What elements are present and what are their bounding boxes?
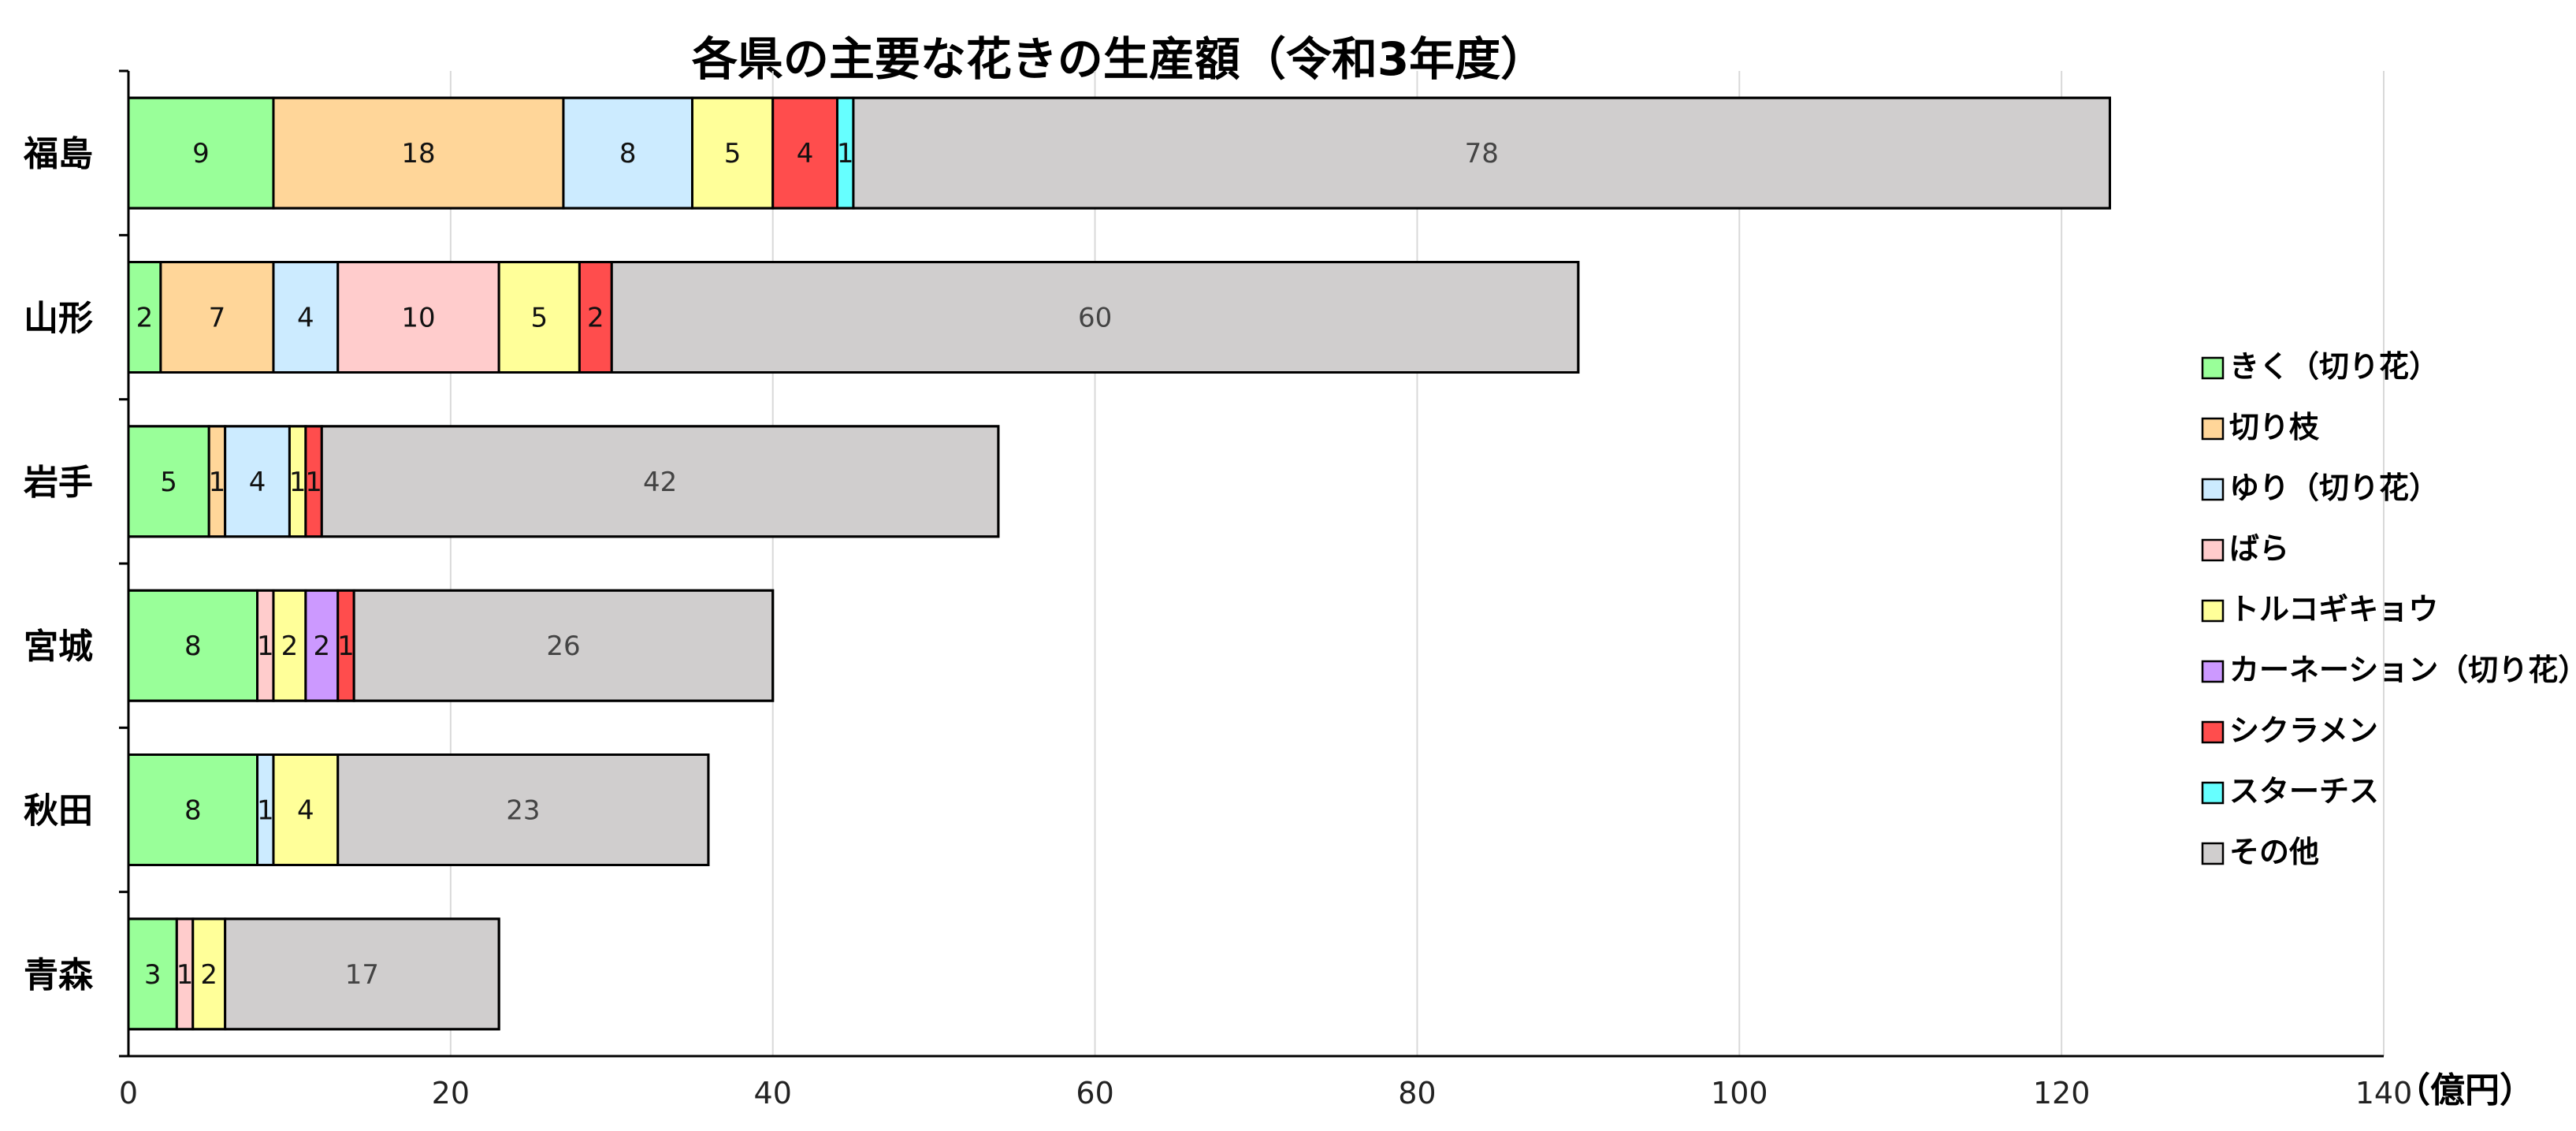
x-tick-label: 40 [754,1076,792,1111]
bar-data-label: 1 [305,467,322,498]
x-tick-label: 60 [1076,1076,1113,1111]
bar-data-label: 7 [209,303,226,334]
category-label: 宮城 [24,627,93,667]
legend-label: ゆり（切り花） [2229,471,2439,505]
bar-segment [852,96,2111,210]
x-tick-label: 140 [2355,1076,2413,1111]
legend-label: カーネーション（切り花） [2229,653,2576,687]
legend-label: シクラメン [2229,713,2378,748]
bar-data-label: 18 [401,138,435,169]
bar-segment [562,96,694,210]
legend-swatch [2201,781,2225,805]
category-label: 青森 [24,955,94,995]
legend-swatch [2201,417,2225,441]
x-tick-label: 0 [119,1076,138,1111]
bar-segment [320,425,1000,538]
bar-data-label: 5 [530,303,548,334]
bar-segment [352,589,775,702]
legend-label: トルコギキョウ [2229,592,2438,627]
bar-segment [224,425,291,538]
bar-data-label: 4 [297,795,314,827]
bar-data-label: 8 [184,631,202,662]
bar-data-label: 2 [313,631,330,662]
bar-data-label: 3 [144,959,162,991]
bar-data-label: 42 [643,467,677,498]
x-tick-label: 20 [432,1076,470,1111]
legend-swatch [2201,356,2225,380]
bar-segment [336,261,500,374]
legend-swatch [2201,599,2225,623]
x-axis-unit-label: （億円） [2396,1070,2534,1111]
category-label: 山形 [24,299,93,339]
bar-data-label: 2 [136,303,154,334]
bar-data-label: 1 [337,631,355,662]
bar-data-label: 9 [192,138,210,169]
x-tick-label: 100 [1711,1076,1768,1111]
bar-data-label: 2 [281,631,299,662]
x-tick-label: 80 [1398,1076,1436,1111]
bar-data-label: 4 [249,467,266,498]
bar-data-label: 1 [257,795,274,827]
bar-data-label: 17 [345,959,379,991]
x-tick-label: 120 [2033,1076,2091,1111]
bar-data-label: 4 [797,138,814,169]
bar-data-label: 5 [724,138,742,169]
bar-segment [127,753,259,866]
bar-data-label: 1 [837,138,854,169]
category-label: 福島 [23,134,93,174]
category-label: 岩手 [24,463,93,503]
legend-label: きく（切り花） [2229,349,2439,384]
legend-label: ばら [2229,531,2289,566]
legend-swatch [2201,842,2225,865]
bar-data-label: 2 [587,303,604,334]
bar-data-label: 2 [200,959,217,991]
category-label: 秋田 [24,791,93,832]
legend-label: その他 [2229,835,2319,869]
gridlines [449,71,2385,1056]
legend-label: スターチス [2229,774,2379,809]
legend-swatch [2201,538,2225,562]
legend-swatch [2201,720,2225,744]
bar-data-label: 1 [177,959,194,991]
bar-data-label: 8 [184,795,202,827]
legend-label: 切り枝 [2229,410,2320,445]
bar-data-label: 1 [209,467,226,498]
bar-data-label: 60 [1078,303,1112,334]
bars: 9 18 8 5 4 1 782 7 4 10 5 2 605 1 4 11 428 1 2 2 1 268 1 4 233 1 2… [127,96,2111,1031]
bar-segment [272,96,565,210]
chart-title: 各県の主要な花きの生産額（令和3年度） [692,32,1546,86]
legend-swatch [2201,478,2225,501]
bar-segment [771,96,838,210]
bar-data-label: 5 [160,467,177,498]
bar-data-label: 10 [401,303,435,334]
legend-swatch [2201,660,2225,683]
bar-data-label: 23 [506,795,540,827]
bar-data-label: 1 [257,631,274,662]
bar-data-label: 78 [1465,138,1499,169]
bar-data-label: 1 [289,467,307,498]
bar-segment [610,261,1580,374]
bar-data-label: 8 [619,138,637,169]
bar-data-label: 26 [546,631,580,662]
bar-data-label: 4 [297,303,314,334]
